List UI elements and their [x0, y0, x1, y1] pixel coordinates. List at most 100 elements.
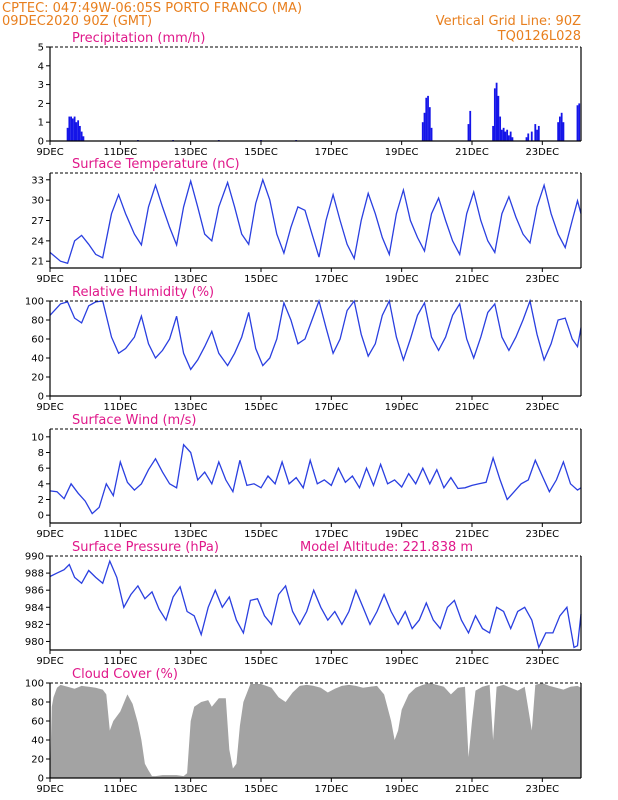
pressure-panel: 980 982 984 986 988 990 9DEC 11DEC 13DEC 15DEC 17D…	[25, 540, 582, 667]
precipitation-ytick-label: 1	[38, 118, 44, 129]
precipitation-bar	[560, 112, 563, 141]
precipitation-bar	[423, 112, 426, 141]
precipitation-bar	[497, 95, 500, 141]
pressure-ytick-label: 980	[25, 637, 44, 648]
humidity-ytick-label: 60	[31, 335, 44, 346]
humidity-ytick-label: 40	[31, 354, 44, 365]
precipitation-bar	[428, 107, 431, 141]
temperature-panel: 21 24 27 30 33 9DEC 11DEC 13DEC 15DEC 17DEC 19DEC 2…	[31, 157, 582, 285]
precipitation-ytick-label: 0	[38, 137, 44, 148]
cloud-cover-xtick-label: 19DEC	[385, 784, 419, 795]
precipitation-bar	[75, 122, 78, 141]
precipitation-bar	[80, 131, 83, 141]
wind-xtick-label: 15DEC	[244, 529, 278, 540]
panels: 0 1 2 3 4 5 9DEC 11DEC 13DEC 15DEC 17DEC 19DEC 21DEC…	[25, 31, 582, 795]
cloud-cover-ytick-label: 0	[38, 774, 44, 785]
wind-panel: 0 2 4 6 8 10 9DEC 11DEC 13DEC 15DEC 17DEC 19DEC 21DE…	[31, 413, 582, 540]
precipitation-bar	[68, 116, 71, 141]
pressure-ytick-label: 986	[25, 586, 44, 597]
humidity-xtick-label: 11DEC	[103, 402, 137, 413]
cloud-cover-ytick-label: 40	[31, 736, 44, 747]
humidity-ytick-label: 0	[38, 392, 44, 403]
precipitation-xtick-label: 23DEC	[525, 147, 559, 158]
precipitation-bar	[82, 136, 85, 141]
precipitation-bar	[557, 122, 560, 141]
temperature-ytick-label: 27	[31, 216, 44, 227]
cloud-cover-xtick-label: 13DEC	[174, 784, 208, 795]
wind-xtick-label: 11DEC	[103, 529, 137, 540]
precipitation-bar	[73, 116, 76, 141]
pressure-xtick-label: 21DEC	[455, 656, 489, 667]
cloud-cover-xtick-label: 21DEC	[455, 784, 489, 795]
humidity-xtick-label: 15DEC	[244, 402, 278, 413]
precipitation-xtick-label: 11DEC	[103, 147, 137, 158]
humidity-ytick-label: 100	[25, 297, 44, 308]
pressure-line	[49, 559, 582, 650]
precipitation-bar	[576, 105, 579, 141]
wind-xtick-label: 9DEC	[36, 529, 63, 540]
precipitation-bar	[502, 127, 505, 141]
precipitation-xtick-label: 21DEC	[455, 147, 489, 158]
wind-ytick-label: 2	[38, 495, 44, 506]
pressure-xtick-label: 15DEC	[244, 656, 278, 667]
pressure-ytick-label: 984	[25, 603, 44, 614]
wind-xtick-label: 13DEC	[174, 529, 208, 540]
precipitation-bar	[66, 127, 69, 141]
pressure-xtick-label: 23DEC	[525, 656, 559, 667]
humidity-xtick-label: 17DEC	[314, 402, 348, 413]
precipitation-bar	[511, 137, 514, 141]
precipitation-title: Precipitation (mm/h)	[72, 31, 205, 46]
pressure-title: Surface Pressure (hPa)	[72, 540, 219, 555]
header-grid-note: Vertical Grid Line: 90Z	[436, 14, 581, 29]
precipitation-bar	[78, 125, 81, 141]
precipitation-ytick-label: 4	[38, 61, 44, 72]
temperature-ytick-label: 33	[31, 175, 44, 186]
precipitation-xtick-label: 9DEC	[36, 147, 63, 158]
precipitation-bar	[499, 116, 502, 141]
humidity-panel: 0 20 40 60 80 100 9DEC 11DEC 13DEC 15DEC 17DEC 19DE…	[25, 285, 582, 413]
precipitation-xtick-label: 17DEC	[314, 147, 348, 158]
pressure-xtick-label: 13DEC	[174, 656, 208, 667]
pressure-xtick-label: 17DEC	[314, 656, 348, 667]
precipitation-bar	[70, 116, 72, 141]
wind-ytick-label: 8	[38, 448, 44, 459]
wind-line	[49, 443, 582, 515]
header-code: TQ0126L028	[497, 29, 581, 44]
precipitation-bar	[530, 131, 533, 141]
cloud-cover-ytick-label: 20	[31, 755, 44, 766]
wind-title: Surface Wind (m/s)	[72, 413, 196, 428]
precipitation-bar	[562, 122, 565, 141]
wind-xtick-label: 21DEC	[455, 529, 489, 540]
precipitation-bar	[509, 131, 512, 141]
temperature-xtick-label: 19DEC	[385, 274, 419, 285]
temperature-xtick-label: 17DEC	[314, 274, 348, 285]
cloud-cover-xtick-label: 11DEC	[103, 784, 137, 795]
precipitation-bar	[559, 116, 561, 141]
humidity-ytick-label: 80	[31, 316, 44, 327]
temperature-xtick-label: 15DEC	[244, 274, 278, 285]
wind-ytick-label: 6	[38, 464, 44, 475]
temperature-line	[49, 177, 582, 265]
cloud-cover-area	[50, 683, 581, 778]
pressure-xtick-label: 11DEC	[103, 656, 137, 667]
precipitation-bar	[77, 120, 80, 141]
temperature-title: Surface Temperature (nC)	[72, 157, 240, 172]
precipitation-bar	[495, 82, 498, 141]
pressure-ytick-label: 988	[25, 569, 44, 580]
humidity-title: Relative Humidity (%)	[72, 285, 214, 300]
header-location: CPTEC: 047:49W-06:05S PORTO FRANCO (MA)	[2, 1, 302, 16]
temperature-xtick-label: 13DEC	[174, 274, 208, 285]
temperature-xtick-label: 9DEC	[36, 274, 63, 285]
precipitation-ytick-label: 2	[38, 99, 44, 110]
precipitation-bar	[504, 131, 507, 141]
wind-xtick-label: 23DEC	[525, 529, 559, 540]
humidity-ytick-label: 20	[31, 373, 44, 384]
precipitation-xtick-label: 13DEC	[174, 147, 208, 158]
precipitation-bar	[537, 125, 540, 141]
precipitation-bar	[71, 118, 74, 141]
precipitation-bar	[467, 124, 470, 141]
temperature-xtick-label: 11DEC	[103, 274, 137, 285]
humidity-xtick-label: 23DEC	[525, 402, 559, 413]
cloud-cover-panel: 0 20 40 60 80 100 9DEC 11DEC 13DEC 15DEC 17DEC 19DE…	[25, 667, 582, 795]
cloud-cover-ytick-label: 60	[31, 717, 44, 728]
